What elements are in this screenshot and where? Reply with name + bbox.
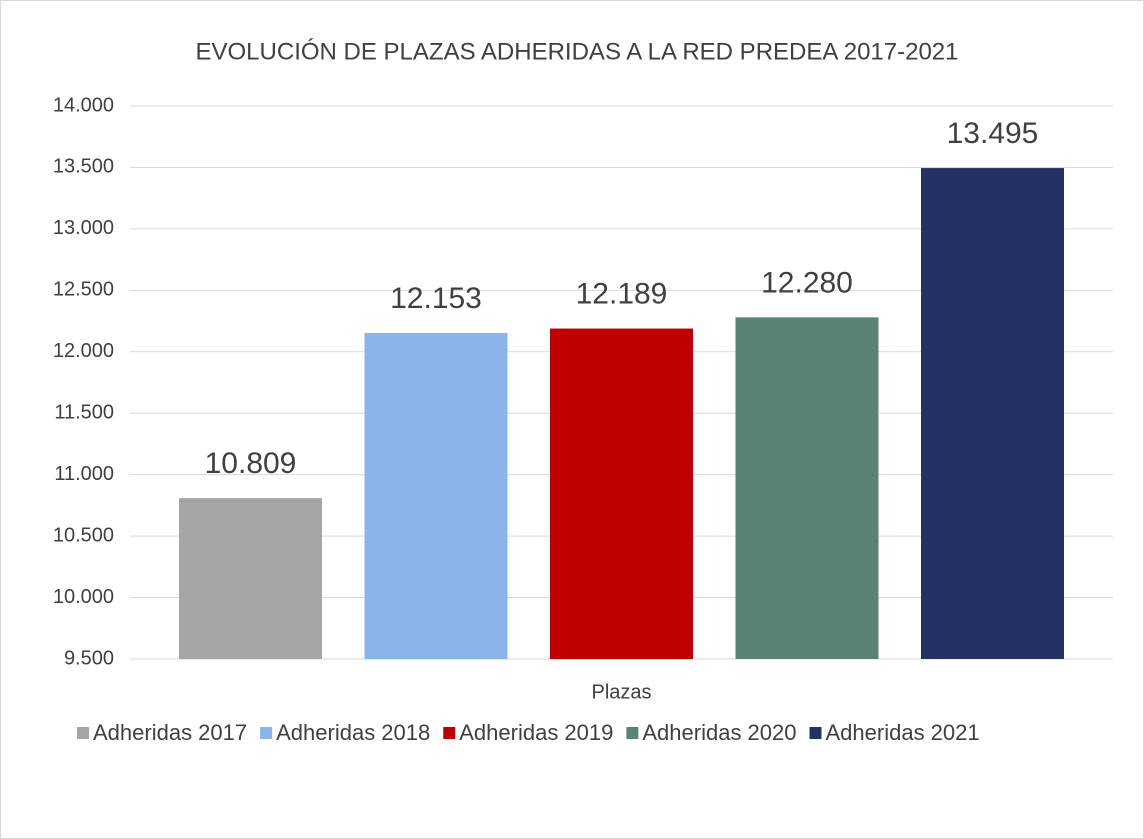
legend-swatch: [443, 727, 456, 739]
bar: [179, 498, 322, 659]
y-tick-label: 13.500: [53, 156, 114, 178]
x-tick-label: Plazas: [591, 681, 651, 703]
y-tick-label: 10.500: [53, 524, 114, 546]
data-label: 10.809: [205, 447, 297, 480]
legend-swatch: [809, 727, 822, 739]
legend-label: Adheridas 2020: [642, 720, 796, 745]
legend-swatch: [77, 727, 89, 739]
y-tick-label: 11.000: [54, 463, 114, 485]
y-tick-label: 12.500: [53, 279, 114, 301]
bar: [364, 332, 508, 659]
legend-swatch: [260, 727, 273, 739]
bar: [550, 328, 693, 659]
y-tick-label: 12.000: [53, 340, 114, 362]
legend-label: Adheridas 2017: [93, 720, 247, 745]
data-label: 12.153: [390, 282, 482, 315]
legend-swatch: [626, 727, 639, 739]
data-label: 12.280: [761, 266, 853, 299]
data-label: 12.189: [576, 277, 668, 310]
y-tick-label: 10.000: [53, 586, 114, 608]
chart-title: EVOLUCIÓN DE PLAZAS ADHERIDAS A LA RED P…: [196, 38, 959, 65]
bar: [735, 317, 879, 659]
y-tick-label: 14.000: [53, 94, 114, 116]
legend-label: Adheridas 2018: [276, 720, 430, 745]
legend-label: Adheridas 2021: [826, 720, 980, 745]
y-tick-label: 9.500: [64, 647, 114, 669]
bar: [921, 168, 1064, 659]
data-label: 13.495: [947, 117, 1039, 150]
y-tick-label: 13.000: [53, 217, 114, 239]
legend-label: Adheridas 2019: [459, 720, 613, 745]
y-tick-label: 11.500: [54, 402, 114, 424]
